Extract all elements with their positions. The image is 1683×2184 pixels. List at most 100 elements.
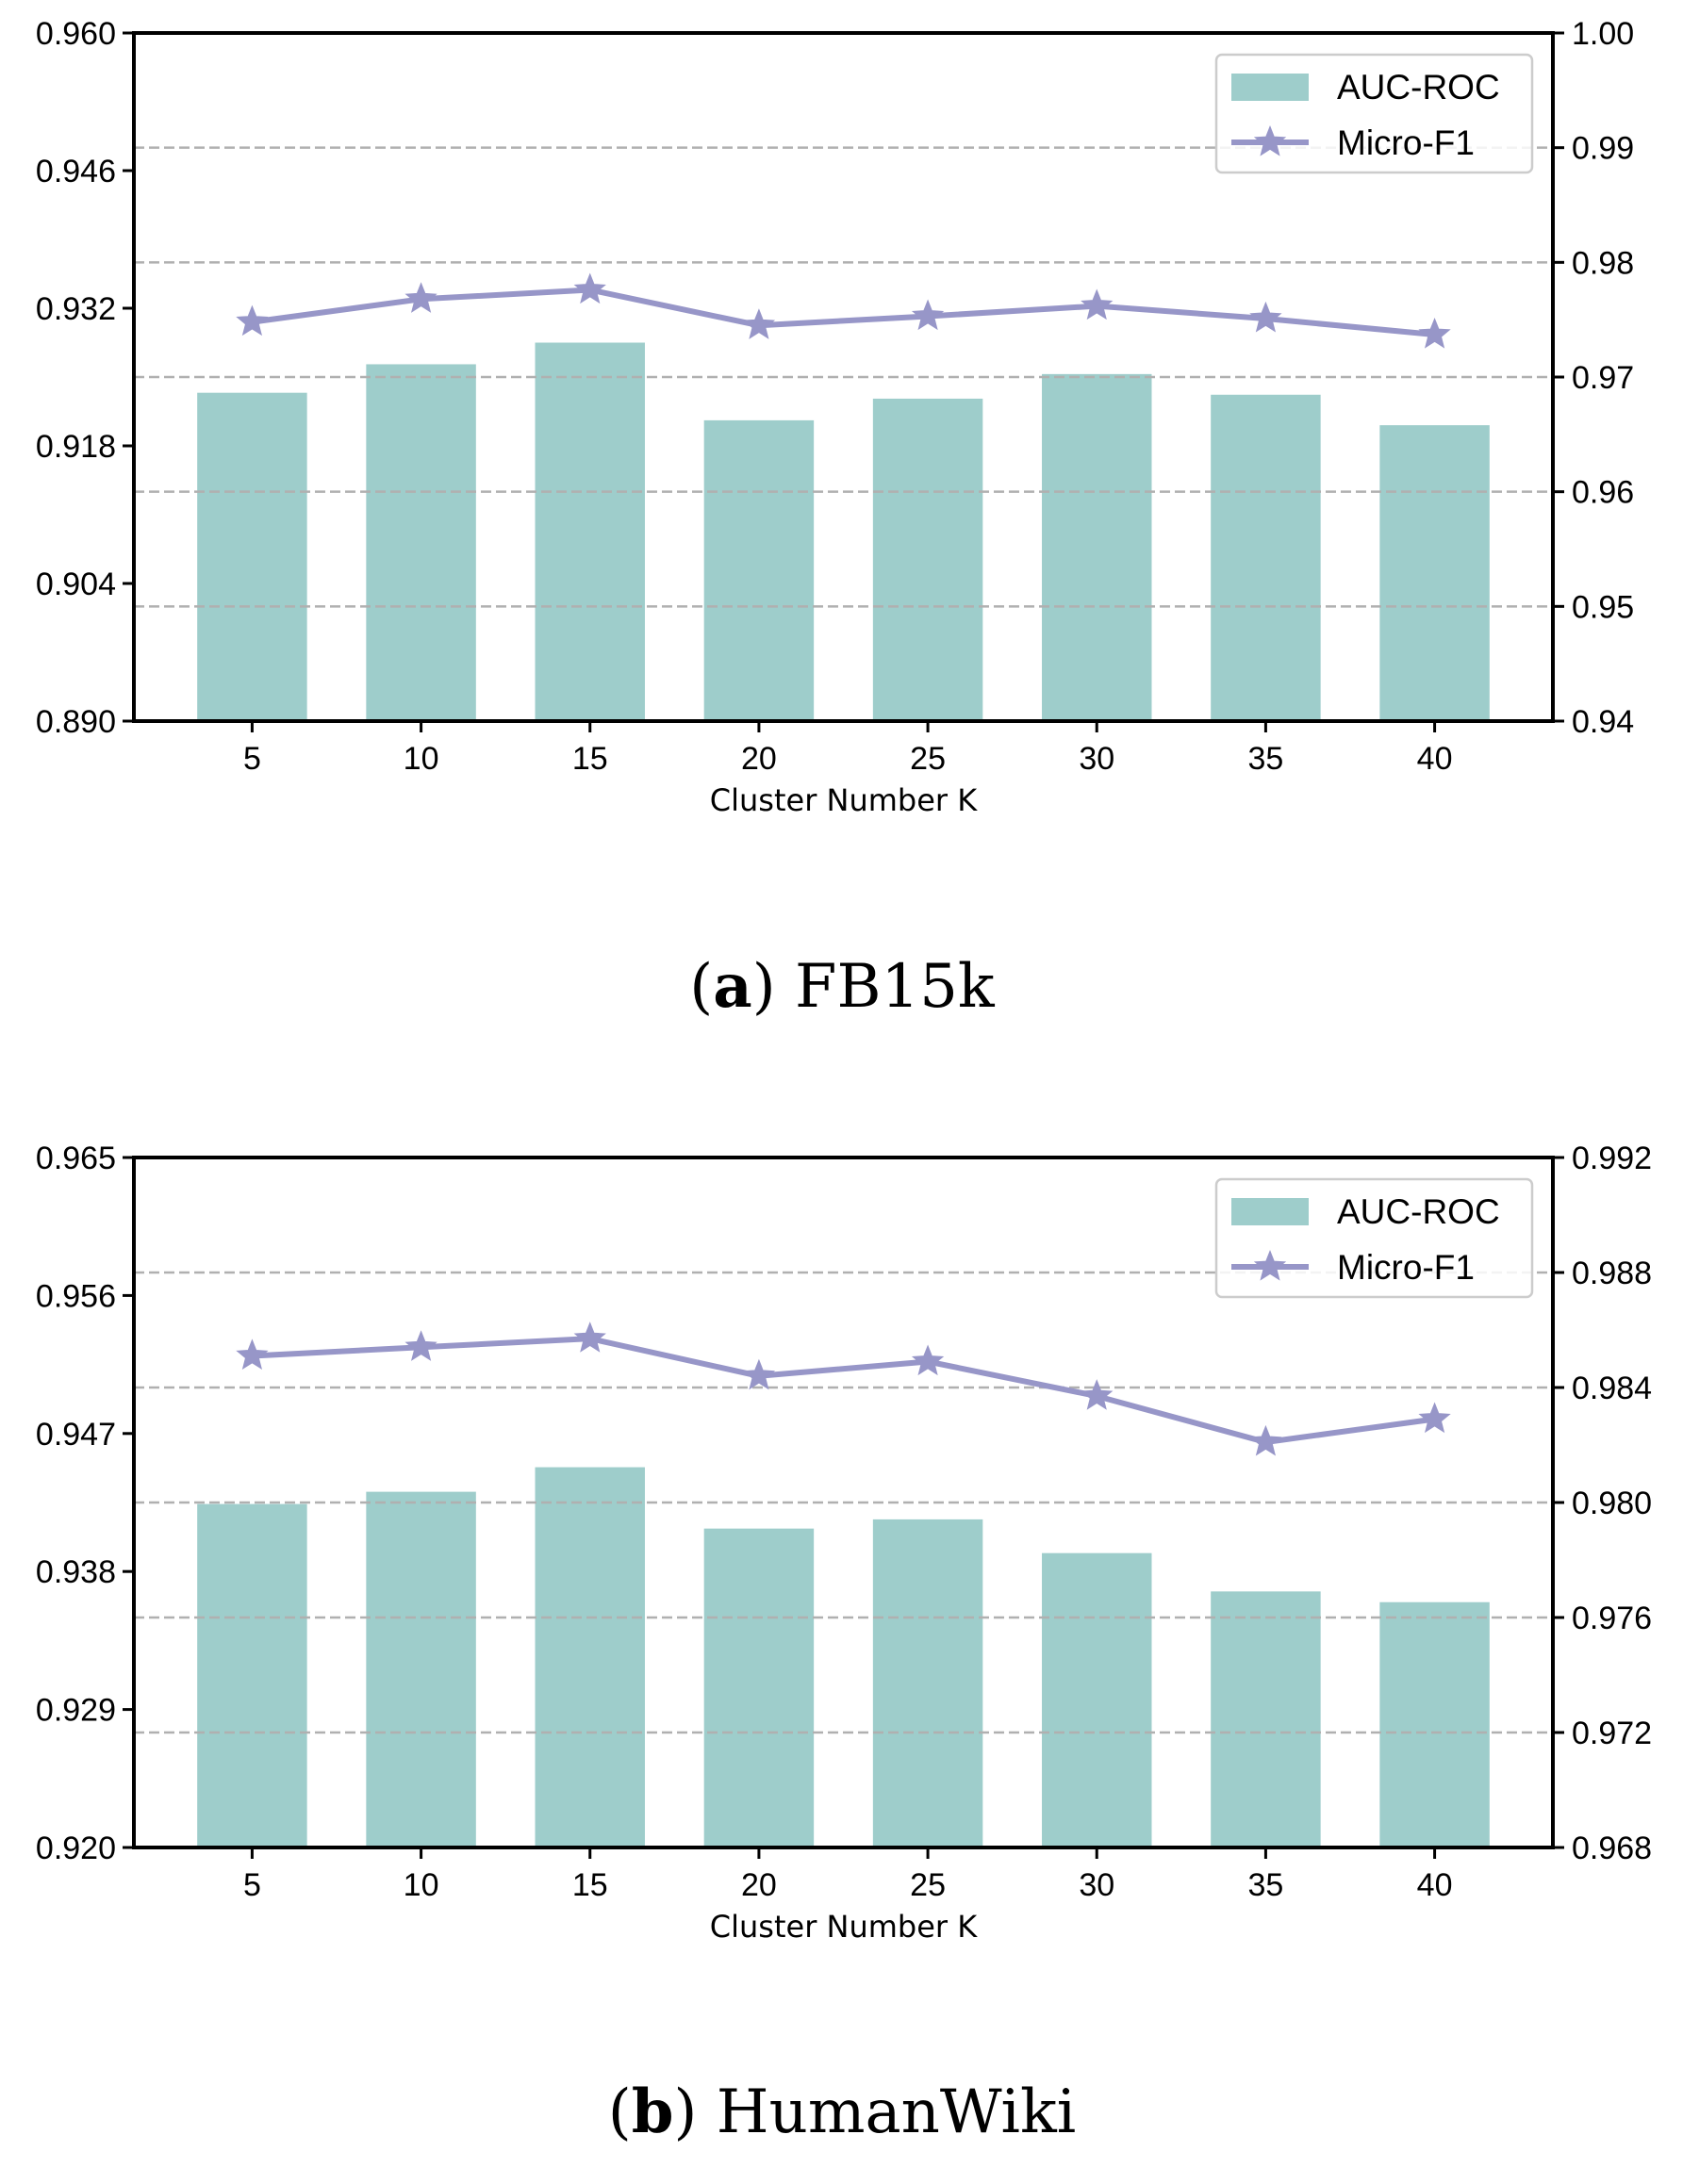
x-tick-label: 40 bbox=[1417, 1867, 1453, 1903]
caption-title: FB15k bbox=[795, 952, 996, 1022]
star-marker-35 bbox=[1249, 301, 1282, 333]
right-tick-label: 0.94 bbox=[1572, 704, 1634, 740]
left-tick-label: 0.890 bbox=[36, 704, 116, 740]
bar-30 bbox=[1042, 373, 1152, 721]
bar-25 bbox=[872, 398, 983, 721]
x-tick-label: 30 bbox=[1079, 741, 1114, 777]
star-marker-10 bbox=[404, 1330, 437, 1361]
legend-star-icon bbox=[1253, 124, 1287, 156]
x-tick-label: 25 bbox=[910, 1867, 946, 1903]
left-tick-label: 0.938 bbox=[36, 1554, 116, 1590]
caption-open-paren: ( bbox=[689, 952, 713, 1022]
bar-15 bbox=[535, 1467, 645, 1847]
legend-swatch-auc-roc bbox=[1231, 74, 1309, 101]
x-tick-label: 25 bbox=[910, 741, 946, 777]
right-tick-label: 0.976 bbox=[1572, 1601, 1652, 1636]
x-tick-label: 15 bbox=[572, 741, 608, 777]
left-tick-label: 0.920 bbox=[36, 1831, 116, 1866]
bar-35 bbox=[1211, 1591, 1321, 1847]
bar-5 bbox=[197, 1503, 307, 1847]
bar-30 bbox=[1042, 1552, 1152, 1847]
right-tick-label: 0.95 bbox=[1572, 589, 1634, 625]
legend: AUC-ROC Micro-F1 bbox=[1214, 1177, 1534, 1299]
bar-40 bbox=[1379, 425, 1490, 721]
bar-10 bbox=[366, 364, 476, 721]
legend-label-micro-f1: Micro-F1 bbox=[1337, 123, 1475, 162]
legend: AUC-ROC Micro-F1 bbox=[1214, 53, 1534, 174]
bar-15 bbox=[535, 342, 645, 721]
star-marker-40 bbox=[1418, 1402, 1451, 1434]
x-axis-label: Cluster Number K bbox=[710, 1909, 978, 1945]
x-tick-label: 20 bbox=[741, 1867, 777, 1903]
caption-title: HumanWiki bbox=[717, 2077, 1076, 2147]
right-tick-label: 0.96 bbox=[1572, 475, 1634, 511]
right-tick-label: 0.968 bbox=[1572, 1831, 1652, 1866]
bar-35 bbox=[1211, 394, 1321, 721]
x-axis-label: Cluster Number K bbox=[710, 782, 978, 818]
star-marker-40 bbox=[1418, 317, 1451, 349]
panel-caption: (a) FB15k bbox=[689, 951, 996, 1022]
star-marker-5 bbox=[236, 1338, 269, 1371]
x-tick-label: 10 bbox=[404, 1867, 439, 1903]
micro-f1-line bbox=[251, 287, 1435, 337]
star-marker-20 bbox=[742, 1358, 776, 1390]
star-marker-30 bbox=[1081, 1379, 1114, 1410]
micro-f1-line bbox=[252, 1336, 1436, 1445]
bar-25 bbox=[872, 1519, 983, 1847]
legend-label-auc-roc: AUC-ROC bbox=[1337, 68, 1500, 107]
left-tick-label: 0.929 bbox=[36, 1693, 116, 1729]
x-tick-label: 15 bbox=[572, 1867, 608, 1903]
caption-letter: a bbox=[713, 951, 751, 1022]
bar-5 bbox=[197, 392, 307, 721]
star-marker-25 bbox=[911, 1344, 945, 1376]
left-tick-label: 0.946 bbox=[36, 154, 116, 189]
legend-label-micro-f1: Micro-F1 bbox=[1337, 1248, 1475, 1287]
panel-caption: (b) HumanWiki bbox=[608, 2077, 1077, 2147]
right-tick-label: 0.98 bbox=[1572, 245, 1634, 281]
x-tick-label: 10 bbox=[404, 741, 439, 777]
legend-star-icon bbox=[1253, 1249, 1287, 1281]
left-tick-label: 0.956 bbox=[36, 1278, 116, 1314]
bar-20 bbox=[703, 419, 815, 721]
left-tick-label: 0.947 bbox=[36, 1417, 116, 1453]
star-marker-25 bbox=[911, 299, 945, 331]
panel-b: 0.920 0.929 0.938 0.947 0.956 0.965 0.968 0.972… bbox=[36, 1141, 1652, 2147]
bar-20 bbox=[703, 1528, 815, 1847]
right-tick-label: 1.00 bbox=[1572, 16, 1634, 52]
right-tick-label: 0.99 bbox=[1572, 131, 1634, 167]
x-tick-label: 35 bbox=[1248, 741, 1284, 777]
x-tick-label: 20 bbox=[741, 741, 777, 777]
x-tick-label: 30 bbox=[1079, 1867, 1114, 1903]
x-tick-label: 5 bbox=[243, 741, 261, 777]
caption-close-paren: ) bbox=[673, 2077, 716, 2147]
star-marker-5 bbox=[236, 304, 269, 337]
x-tick-label: 40 bbox=[1417, 741, 1453, 777]
star-marker-15 bbox=[573, 1322, 606, 1353]
caption-letter: b bbox=[632, 2077, 674, 2147]
star-marker-35 bbox=[1249, 1424, 1282, 1456]
right-tick-label: 0.972 bbox=[1572, 1716, 1652, 1751]
legend-label-auc-roc: AUC-ROC bbox=[1337, 1192, 1500, 1231]
left-tick-label: 0.918 bbox=[36, 429, 116, 465]
star-marker-30 bbox=[1081, 288, 1114, 320]
left-tick-label: 0.965 bbox=[36, 1141, 116, 1176]
right-tick-label: 0.984 bbox=[1572, 1371, 1652, 1406]
right-tick-label: 0.97 bbox=[1572, 360, 1634, 396]
right-tick-label: 0.992 bbox=[1572, 1141, 1652, 1176]
bar-40 bbox=[1379, 1601, 1490, 1847]
star-marker-10 bbox=[404, 282, 437, 313]
x-tick-label: 35 bbox=[1248, 1867, 1284, 1903]
right-tick-label: 0.980 bbox=[1572, 1486, 1652, 1521]
star-marker-15 bbox=[573, 272, 606, 304]
left-tick-label: 0.932 bbox=[36, 291, 116, 327]
bar-10 bbox=[366, 1491, 476, 1847]
star-marker-20 bbox=[742, 308, 776, 339]
legend-swatch-auc-roc bbox=[1231, 1198, 1309, 1225]
caption-open-paren: ( bbox=[608, 2077, 632, 2147]
left-tick-label: 0.904 bbox=[36, 567, 116, 602]
right-tick-label: 0.988 bbox=[1572, 1256, 1652, 1291]
panel-a: 0.890 0.904 0.918 0.932 0.946 0.960 0.94 0.95 0.… bbox=[36, 16, 1634, 1022]
x-tick-label: 5 bbox=[243, 1867, 261, 1903]
caption-close-paren: ) bbox=[752, 952, 795, 1022]
